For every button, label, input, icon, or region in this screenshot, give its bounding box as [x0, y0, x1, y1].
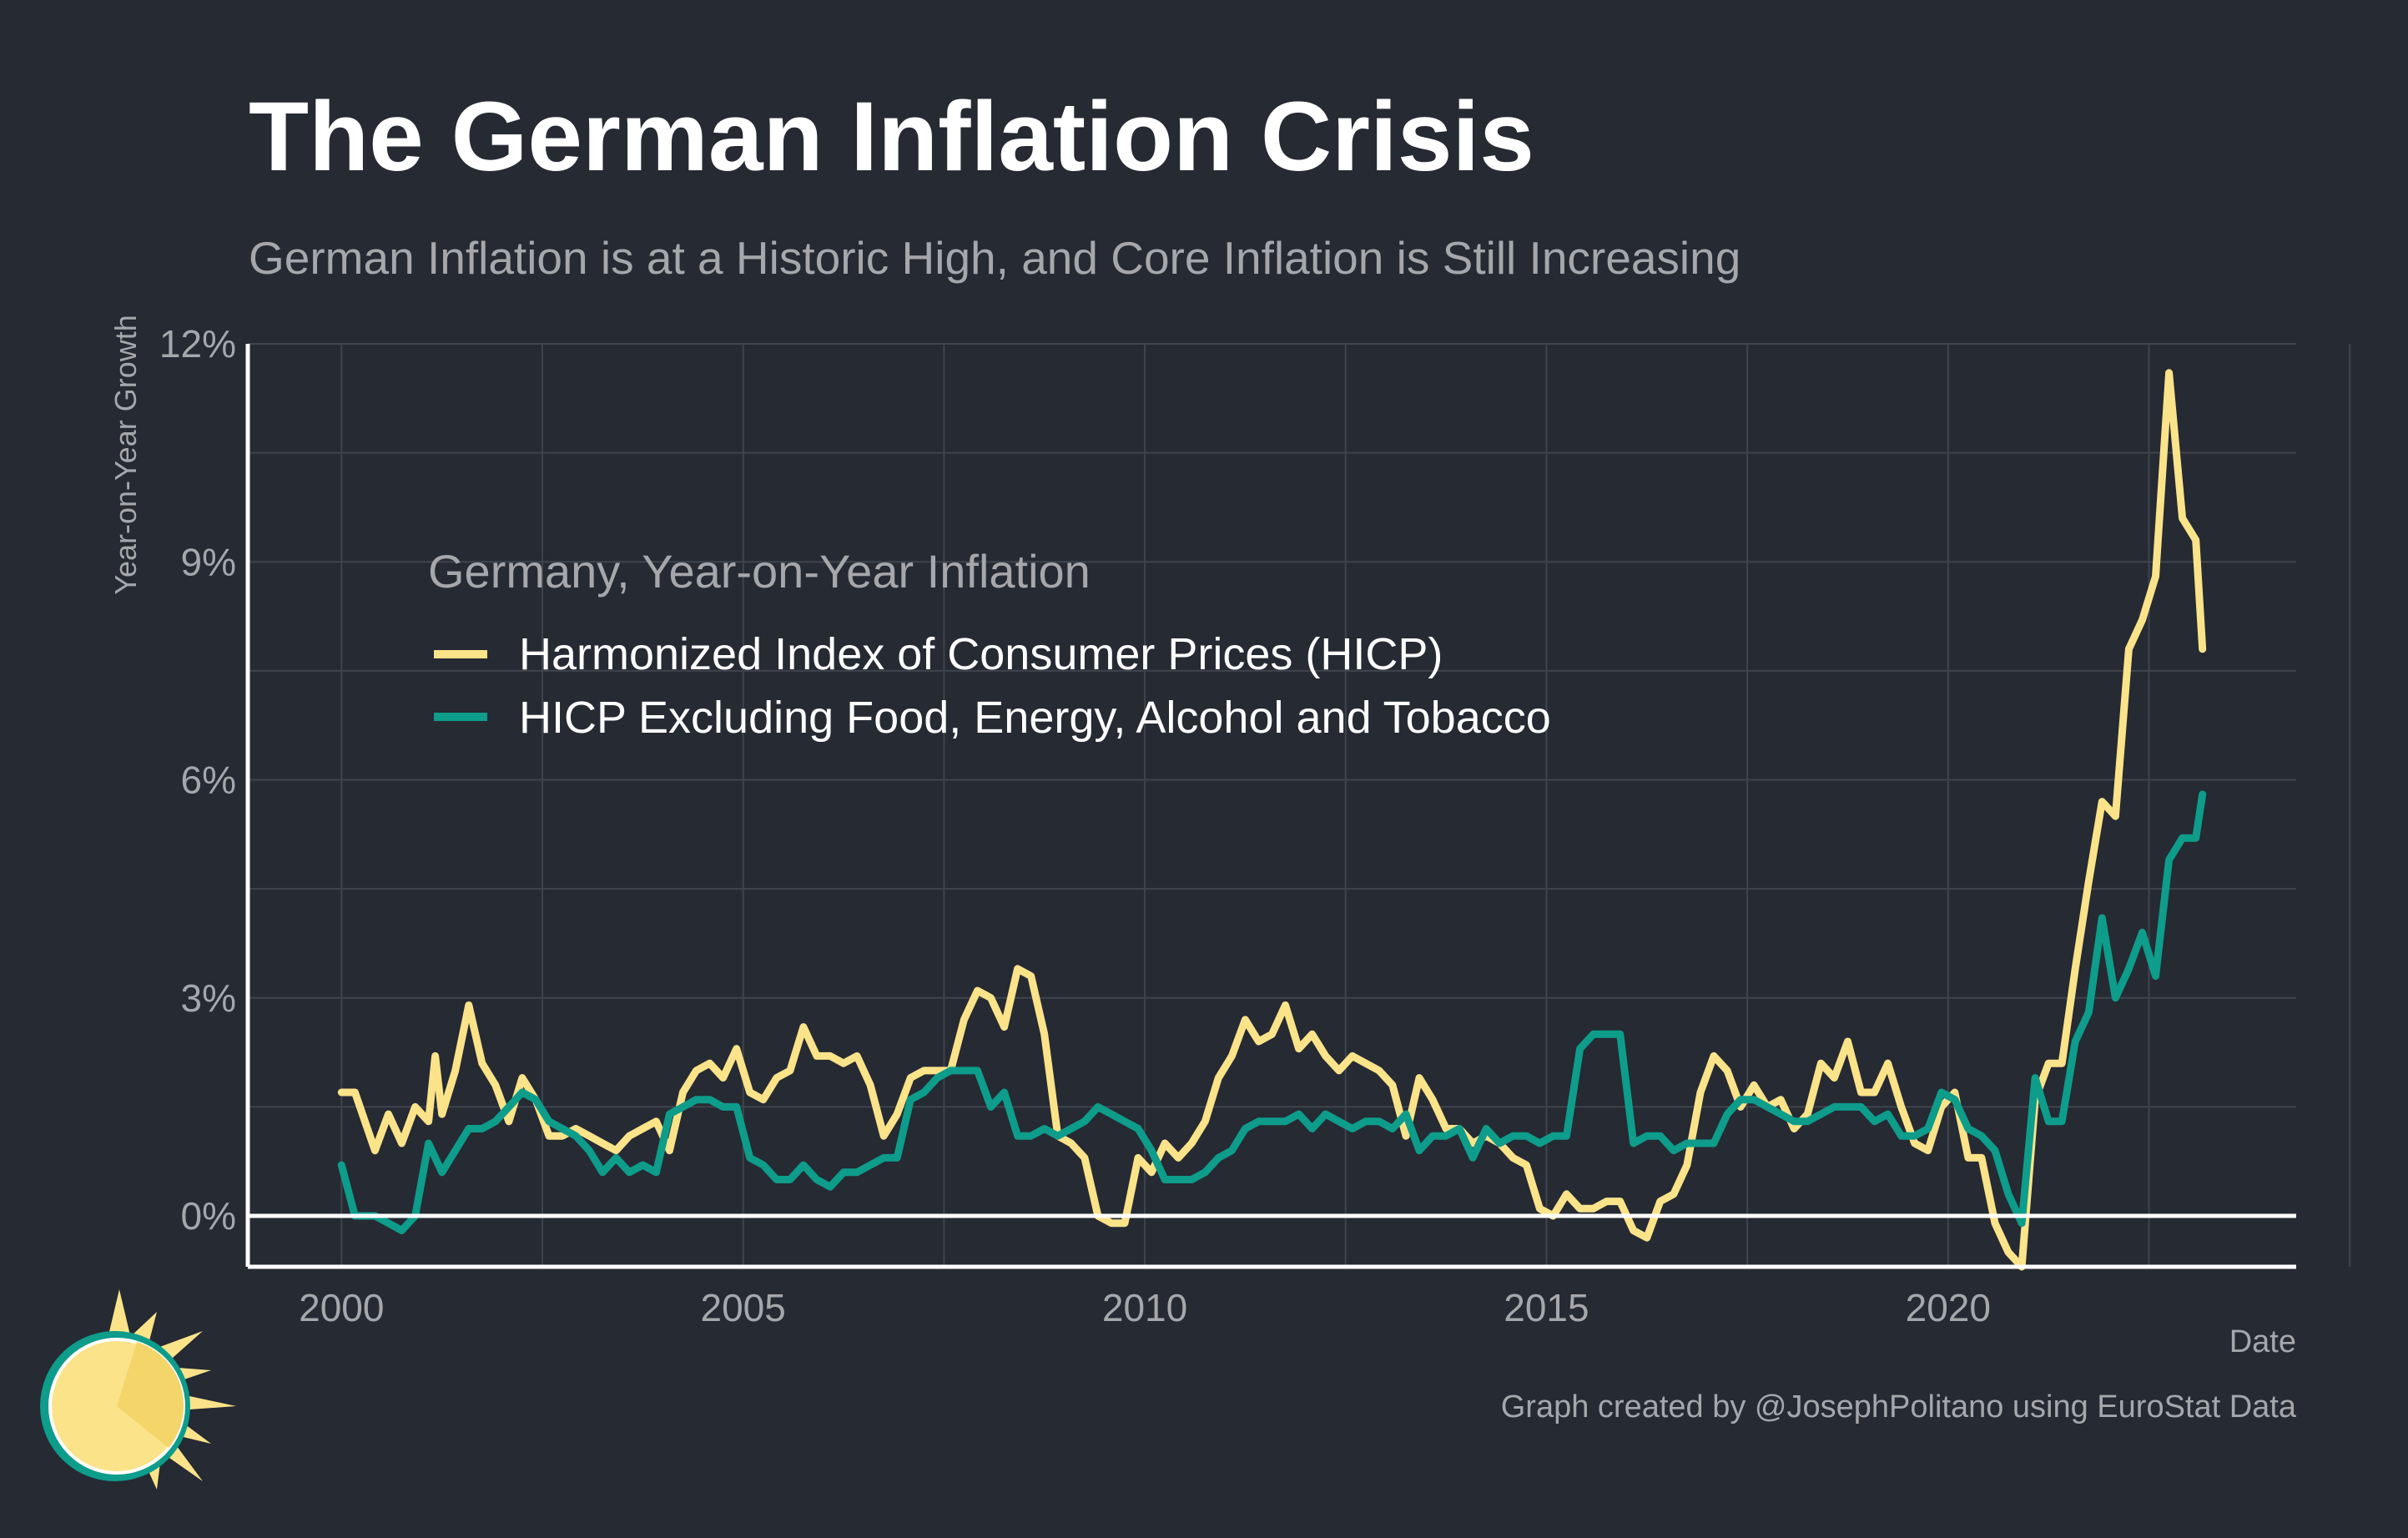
- tick-labels: 2000 2005 2010 2015 2020 0% 3% 6% 9% 12%: [159, 322, 1991, 1329]
- x-tick-label: 2020: [1906, 1286, 1991, 1329]
- series-line-hicp: [337, 369, 2207, 1271]
- grid-lines: [248, 343, 2351, 1267]
- x-tick-label: 2010: [1102, 1286, 1187, 1329]
- x-tick-label: 2005: [701, 1286, 786, 1329]
- sun-logo-icon: [40, 1289, 236, 1490]
- x-axis-label: Date: [2229, 1324, 2296, 1359]
- y-tick-label: 0%: [181, 1194, 236, 1238]
- y-tick-label: 6%: [181, 759, 236, 802]
- x-tick-label: 2015: [1504, 1286, 1589, 1329]
- x-tick-label: 2000: [299, 1286, 384, 1329]
- legend-label-core: HICP Excluding Food, Energy, Alcohol and…: [519, 693, 1551, 743]
- source-credit: Graph created by @JosephPolitano using E…: [1500, 1389, 2296, 1425]
- series-lines: [337, 369, 2207, 1271]
- legend-label-hicp: Harmonized Index of Consumer Prices (HIC…: [519, 629, 1443, 679]
- legend: Germany, Year-on-Year Inflation Harmoniz…: [428, 545, 1551, 743]
- legend-title: Germany, Year-on-Year Inflation: [428, 545, 1091, 598]
- y-tick-label: 3%: [181, 976, 236, 1020]
- chart-title: The German Inflation Crisis: [249, 82, 1534, 192]
- y-axis-label: Year-on-Year Growth: [108, 315, 143, 595]
- series-line-core: [337, 790, 2207, 1234]
- y-tick-label: 12%: [159, 322, 236, 366]
- y-tick-label: 9%: [181, 540, 236, 583]
- chart-subtitle: German Inflation is at a Historic High, …: [249, 232, 1741, 284]
